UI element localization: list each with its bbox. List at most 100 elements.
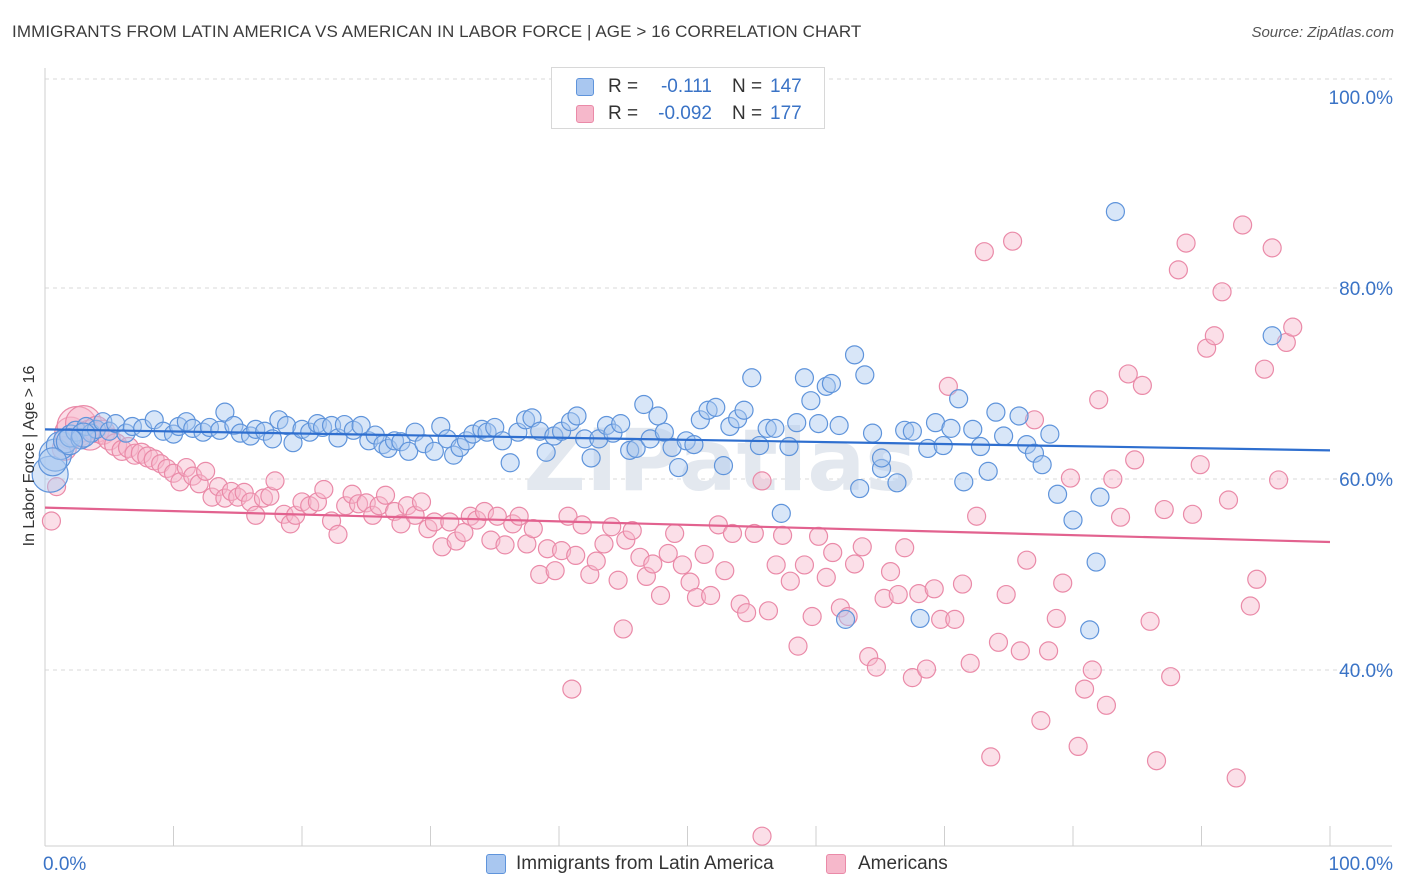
data-point <box>829 415 849 436</box>
data-point <box>996 584 1016 605</box>
data-point <box>910 608 930 629</box>
data-point <box>895 538 915 558</box>
data-point <box>276 415 297 436</box>
data-point <box>586 551 606 571</box>
data-point <box>684 435 704 455</box>
data-point <box>454 522 474 543</box>
data-point <box>594 534 614 554</box>
data-point <box>224 415 244 436</box>
data-point <box>38 447 68 477</box>
data-point <box>255 421 275 441</box>
r-value-americans: -0.092 <box>658 103 712 124</box>
data-point <box>328 524 348 544</box>
data-point <box>801 391 821 411</box>
data-point <box>1074 679 1095 699</box>
data-point <box>1082 660 1102 680</box>
data-point <box>931 609 951 629</box>
data-point <box>622 520 642 541</box>
data-point <box>523 519 543 539</box>
data-point <box>715 561 735 581</box>
data-point <box>314 479 334 500</box>
data-point <box>265 471 285 491</box>
data-point <box>1038 641 1059 661</box>
data-point <box>613 619 633 639</box>
data-point <box>1132 375 1152 396</box>
n-value-americans: 177 <box>770 103 802 124</box>
data-point <box>938 376 958 396</box>
data-point <box>821 373 842 394</box>
data-point <box>567 406 587 426</box>
data-point <box>788 636 808 656</box>
data-point <box>463 424 483 444</box>
data-point <box>46 477 67 497</box>
data-point <box>952 574 973 594</box>
data-point <box>1003 231 1023 251</box>
data-point <box>262 429 283 449</box>
data-point <box>1024 443 1045 463</box>
data-point <box>665 523 685 544</box>
trend-line-americans <box>44 506 1331 544</box>
data-point <box>1176 233 1196 253</box>
data-point <box>808 414 829 434</box>
data-point <box>481 530 501 550</box>
data-point <box>871 448 892 468</box>
data-point <box>1105 202 1126 222</box>
data-point <box>1226 768 1246 788</box>
data-point <box>648 406 668 426</box>
data-point <box>530 421 550 441</box>
data-point <box>742 368 762 388</box>
data-point <box>954 472 974 492</box>
data-point <box>1063 510 1083 530</box>
data-point <box>1140 611 1160 631</box>
data-point <box>916 659 937 679</box>
data-point <box>106 414 126 434</box>
data-point <box>838 606 858 627</box>
data-point <box>978 461 998 481</box>
data-point <box>104 433 128 457</box>
data-point <box>752 471 772 491</box>
data-point <box>1031 711 1051 731</box>
legend-swatch-blue <box>486 854 506 874</box>
data-point <box>994 426 1014 446</box>
data-point <box>933 435 953 456</box>
data-point <box>1110 507 1131 527</box>
data-point <box>871 458 892 479</box>
data-point <box>816 567 836 587</box>
data-point <box>1154 499 1174 520</box>
data-point <box>375 485 396 505</box>
data-point <box>210 420 230 440</box>
data-point <box>866 657 886 677</box>
data-point <box>1204 326 1224 346</box>
data-point <box>924 579 944 599</box>
data-point <box>1096 695 1117 715</box>
data-point <box>530 564 550 585</box>
data-point <box>1080 620 1100 640</box>
data-point <box>686 587 707 608</box>
data-point <box>672 555 692 575</box>
data-point <box>880 562 901 582</box>
y-tick-label: 80.0% <box>1339 279 1393 300</box>
data-point <box>945 609 965 629</box>
y-tick-label: 100.0% <box>1329 88 1394 109</box>
y-tick-label: 40.0% <box>1339 661 1393 682</box>
data-point <box>1240 596 1260 616</box>
data-point <box>1118 364 1138 384</box>
data-point <box>779 436 799 457</box>
data-point <box>215 402 235 422</box>
r-label: R = <box>608 76 639 97</box>
data-point <box>668 457 689 478</box>
data-point <box>1254 359 1275 379</box>
data-point <box>808 526 829 546</box>
data-point <box>1040 424 1060 444</box>
grid-lines <box>45 78 1392 671</box>
data-point <box>1190 455 1210 475</box>
data-point <box>744 523 764 544</box>
data-point <box>1283 317 1303 337</box>
data-point <box>634 394 654 415</box>
data-point <box>844 554 865 574</box>
data-point <box>794 368 815 388</box>
data-point <box>397 496 417 516</box>
data-point <box>391 514 411 534</box>
data-point <box>765 418 785 438</box>
n-value-immigrants: 147 <box>770 76 802 97</box>
